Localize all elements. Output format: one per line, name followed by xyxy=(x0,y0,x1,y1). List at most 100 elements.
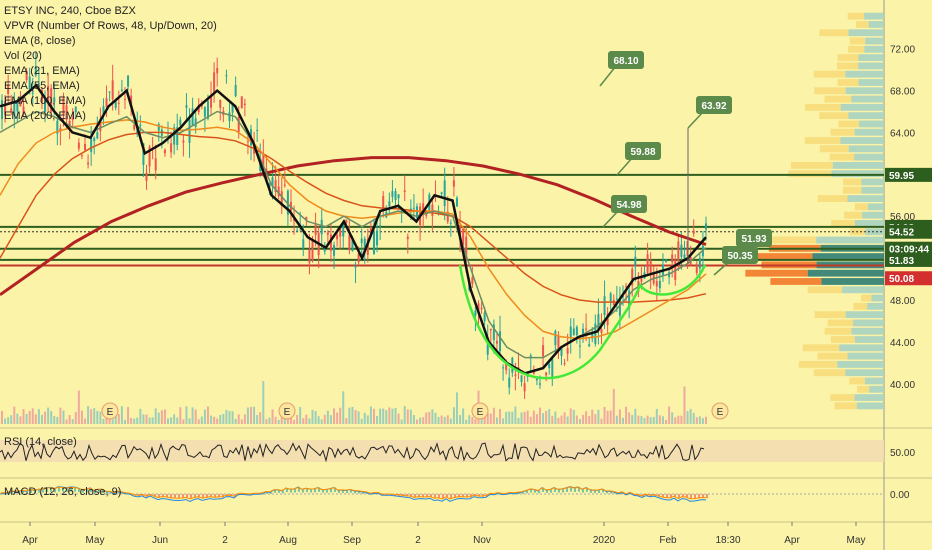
macd-histogram-bar xyxy=(26,491,28,494)
price-axis-box: 03:09:44 xyxy=(885,241,932,256)
macd-histogram-bar xyxy=(698,494,700,499)
volume-bar xyxy=(277,419,280,424)
volume-bar xyxy=(416,419,419,424)
volume-bar xyxy=(243,414,246,424)
candle-body xyxy=(572,328,575,335)
candle-body xyxy=(603,296,606,315)
callout-box xyxy=(611,195,647,213)
candle-body xyxy=(372,231,375,254)
earnings-letter: E xyxy=(717,407,724,418)
callout-label: 54.98 xyxy=(616,200,641,211)
vpvr-row-down xyxy=(836,62,859,70)
price-callout: 68.10 xyxy=(599,51,644,87)
candle-body xyxy=(449,222,452,224)
volume-bar xyxy=(621,417,624,424)
vpvr-row-down xyxy=(824,327,852,335)
macd-histogram-bar xyxy=(442,494,444,499)
macd-histogram-bar xyxy=(454,494,456,498)
macd-histogram-bar xyxy=(14,491,16,494)
volume-bar xyxy=(222,413,225,424)
macd-histogram-bar xyxy=(70,486,72,492)
candle-body xyxy=(10,108,13,113)
volume-bar xyxy=(523,411,526,424)
volume-bar xyxy=(56,416,59,424)
candle-body xyxy=(108,91,111,93)
candle-body xyxy=(56,120,59,134)
candle-body xyxy=(671,254,674,263)
candle-body xyxy=(354,265,357,268)
vpvr-row-down xyxy=(807,286,843,294)
vpvr-row-up xyxy=(861,178,884,186)
candle-body xyxy=(77,142,80,149)
callout-label: 50.35 xyxy=(727,251,752,262)
volume-bar xyxy=(655,408,658,424)
volume-bar xyxy=(71,419,74,424)
volume-bar xyxy=(253,406,256,424)
earnings-circle xyxy=(471,402,489,420)
volume-bar xyxy=(274,416,277,424)
volume-bar xyxy=(511,411,514,424)
candle-body xyxy=(145,172,148,181)
price-axis-box: 54.52 xyxy=(885,224,932,239)
y-tick-label: 48.00 xyxy=(890,296,915,307)
macd-histogram-bar xyxy=(618,493,620,495)
volume-bar xyxy=(296,414,299,424)
volume-bar xyxy=(293,419,296,424)
macd-histogram-bar xyxy=(310,489,312,493)
candle-body xyxy=(80,155,83,157)
candle-body xyxy=(179,119,182,125)
macd-histogram-bar xyxy=(578,486,580,492)
volume-bar xyxy=(499,408,502,424)
macd-histogram-bar xyxy=(466,494,468,498)
volume-bar xyxy=(185,406,188,424)
candle-body xyxy=(225,75,228,77)
vpvr-row-up xyxy=(837,360,884,368)
candle-body xyxy=(625,286,628,288)
ema100-line xyxy=(0,131,707,303)
volume-bar xyxy=(606,410,609,424)
callout-box xyxy=(736,229,772,247)
volume-bar xyxy=(345,418,348,424)
volume-bar xyxy=(569,408,572,424)
candle-body xyxy=(117,102,120,104)
macd-histogram-bar xyxy=(382,494,384,496)
vpvr-row-up xyxy=(831,170,884,178)
macd-histogram-bar xyxy=(206,494,208,498)
macd-histogram-bar xyxy=(682,494,684,498)
candle-body xyxy=(173,127,176,145)
candle-body xyxy=(618,299,621,316)
volume-bar xyxy=(449,418,452,424)
macd-histogram-bar xyxy=(590,489,592,493)
callout-box xyxy=(696,96,732,114)
volume-bar xyxy=(305,414,308,424)
macd-histogram-bar xyxy=(574,487,576,492)
volume-bar xyxy=(578,419,581,424)
candle-body xyxy=(535,378,538,381)
rsi-line xyxy=(0,442,705,463)
volume-bar xyxy=(148,417,151,424)
x-tick-label: May xyxy=(847,535,866,546)
volume-bar xyxy=(376,416,379,424)
macd-histogram-bar xyxy=(438,494,440,499)
candle-body xyxy=(71,117,74,121)
vpvr-row-up xyxy=(864,12,884,20)
candle-body xyxy=(520,375,523,382)
candle-body xyxy=(640,278,643,282)
candle-body xyxy=(366,238,369,255)
candle-body xyxy=(114,101,117,109)
volume-bar xyxy=(163,409,166,424)
candle-body xyxy=(486,339,489,355)
macd-histogram-bar xyxy=(362,492,364,494)
volume-bar xyxy=(326,410,329,424)
price-box-label: 51.83 xyxy=(889,256,914,267)
volume-bar xyxy=(412,415,415,424)
volume-bar xyxy=(323,414,326,424)
volume-bar xyxy=(538,407,541,424)
candle-body xyxy=(120,89,123,92)
vpvr-row-down xyxy=(814,311,846,319)
candle-body xyxy=(37,83,40,85)
volume-bar xyxy=(394,407,397,424)
vpvr-row-up xyxy=(847,352,884,360)
candle-body xyxy=(336,234,339,240)
